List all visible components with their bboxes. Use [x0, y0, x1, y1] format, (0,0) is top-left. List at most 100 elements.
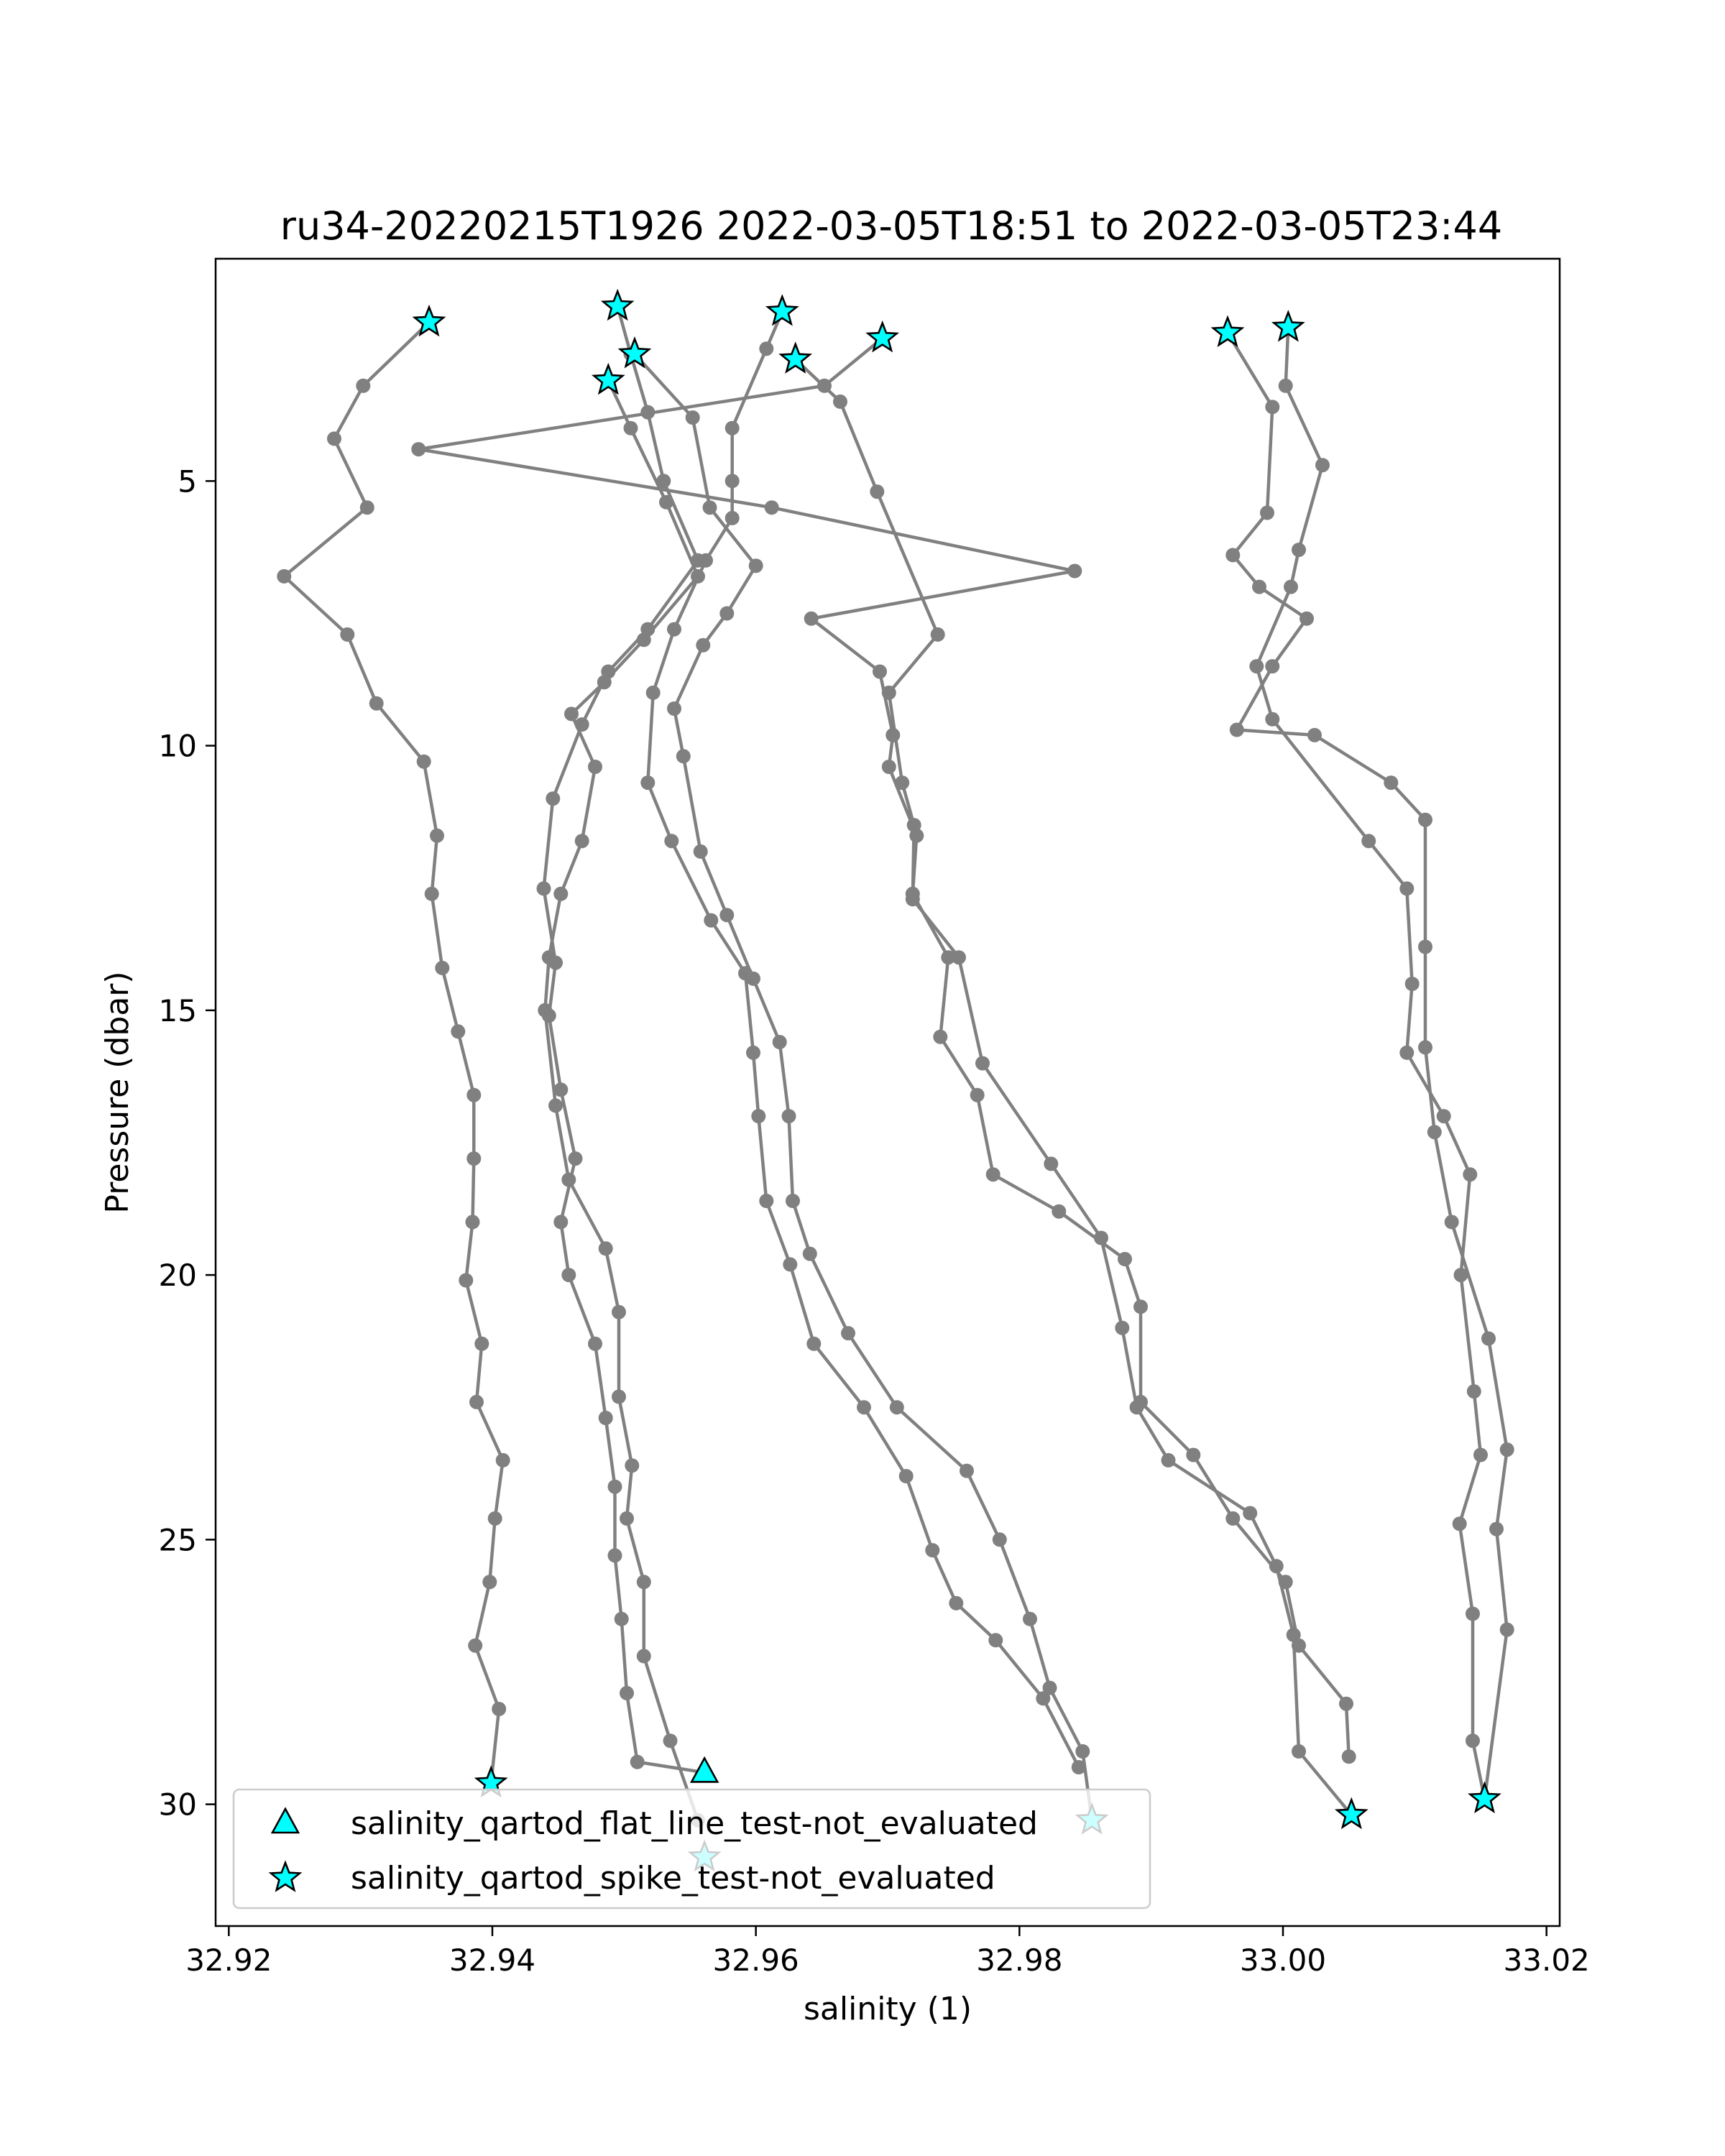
profile-point — [817, 378, 832, 393]
profile-point — [1133, 1394, 1148, 1409]
profile-point — [1042, 1680, 1057, 1695]
x-axis: 32.92 32.94 32.96 32.98 33.00 33.02 — [185, 1926, 1590, 1978]
profile-point — [804, 611, 819, 626]
profile-point — [1292, 543, 1306, 558]
profile-point — [719, 908, 735, 923]
profile-point — [588, 760, 602, 774]
profile-point — [1265, 400, 1280, 415]
profile-point — [1427, 1125, 1442, 1140]
profile-point — [568, 1151, 583, 1166]
profile-8 — [1220, 326, 1514, 1807]
profile-point — [724, 474, 740, 489]
profile-point — [1284, 579, 1298, 594]
legend-label: salinity_qartod_flat_line_test-not_evalu… — [351, 1805, 1038, 1842]
profile-point — [992, 1532, 1007, 1547]
profile-point — [1278, 1575, 1293, 1590]
profile-point — [487, 1511, 502, 1526]
profile-point — [925, 1543, 940, 1558]
legend: salinity_qartod_flat_line_test-not_evalu… — [232, 1788, 1151, 1909]
y-axis: 5 10 15 20 25 30 — [159, 464, 216, 1823]
profile-point — [1071, 1760, 1086, 1774]
profile-point — [738, 966, 753, 981]
profile-point — [636, 1649, 651, 1664]
profile-point — [1052, 1204, 1067, 1219]
profile-point — [369, 696, 384, 711]
profile-point — [359, 500, 374, 515]
profile-point — [1115, 1320, 1130, 1335]
profile-point — [1466, 1733, 1480, 1749]
profile-point — [424, 886, 439, 901]
profile-point — [1339, 1696, 1353, 1711]
spike-test-marker — [591, 362, 625, 395]
profile-point — [1161, 1452, 1176, 1468]
chart-title: ru34-20220215T1926 2022-03-05T18:51 to 2… — [280, 203, 1502, 249]
profile-point — [895, 775, 910, 791]
profile-point — [1384, 775, 1399, 791]
profile-point — [1265, 659, 1280, 674]
profile-point — [764, 500, 779, 515]
profile-point — [1499, 1442, 1514, 1457]
profile-point — [719, 606, 735, 621]
profile-point — [553, 1082, 569, 1097]
profile-point — [640, 775, 656, 791]
x-tick-label: 32.98 — [976, 1943, 1062, 1978]
profile-point — [620, 1685, 634, 1700]
profile-point — [941, 950, 956, 965]
profile-point — [1243, 1506, 1258, 1521]
profile-point — [667, 622, 681, 637]
x-tick-label: 33.00 — [1240, 1943, 1326, 1978]
x-tick-label: 33.02 — [1504, 1943, 1590, 1978]
profile-point — [1252, 579, 1266, 594]
profile-point — [975, 1056, 990, 1071]
profile-point — [1341, 1749, 1356, 1764]
profile-point — [561, 1172, 576, 1187]
profile-point — [1249, 659, 1264, 674]
profile-point — [469, 1394, 484, 1409]
profile-point — [277, 568, 292, 584]
profile-point — [693, 844, 708, 859]
profile-point — [1404, 977, 1420, 991]
profile-point — [1453, 1268, 1468, 1283]
profile-point — [970, 1087, 985, 1102]
profile-point — [960, 1463, 974, 1478]
profile-point — [1452, 1516, 1467, 1531]
y-tick-label: 20 — [159, 1258, 197, 1293]
profile-point — [598, 1241, 613, 1256]
y-tick-label: 25 — [159, 1522, 197, 1557]
profile-point — [699, 553, 713, 568]
profile-point — [1118, 1252, 1132, 1266]
profile-point — [783, 1257, 798, 1272]
profile-point — [781, 1109, 796, 1124]
spike-test-marker — [600, 288, 635, 321]
y-tick-label: 30 — [159, 1787, 197, 1823]
spike-test-marker — [412, 304, 446, 337]
profile-point — [1023, 1611, 1037, 1626]
profile-point — [1278, 378, 1293, 393]
profile-point — [1225, 1511, 1241, 1526]
profile-line — [794, 358, 1353, 1816]
profile-point — [1300, 611, 1314, 626]
profile-point — [1399, 1045, 1414, 1060]
spike-test-marker — [1271, 310, 1305, 342]
spike-test-marker — [1334, 1797, 1368, 1830]
profile-point — [656, 474, 671, 489]
profile-point — [664, 834, 679, 849]
profile-point — [553, 1215, 569, 1230]
profile-point — [548, 1098, 563, 1113]
profile-7 — [411, 331, 1356, 1764]
spike-test-marker — [1210, 315, 1245, 348]
profile-point — [1260, 505, 1274, 520]
profile-point — [724, 420, 740, 436]
profile-point — [1036, 1691, 1051, 1706]
profile-point — [704, 913, 719, 928]
profile-point — [1481, 1331, 1496, 1346]
profile-point — [553, 886, 569, 901]
profile-point — [1075, 1744, 1090, 1759]
y-tick-label: 10 — [159, 729, 197, 764]
profile-point — [465, 1215, 480, 1230]
profile-point — [645, 685, 661, 700]
profile-point — [1292, 1744, 1306, 1759]
spike-test-marker — [865, 320, 900, 353]
x-tick-label: 32.92 — [185, 1943, 272, 1978]
